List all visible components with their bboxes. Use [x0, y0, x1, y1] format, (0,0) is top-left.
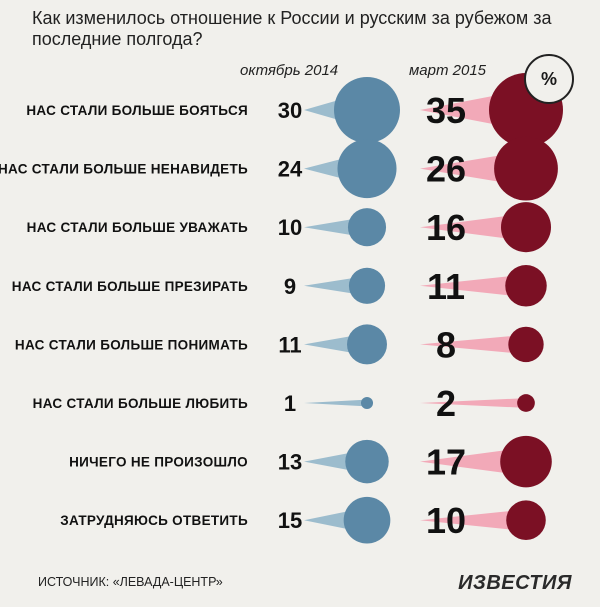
bubble-march-2015	[494, 136, 558, 201]
bubble-october-2014	[347, 208, 387, 247]
izvestia-logo: ИЗВЕСТИЯ	[458, 572, 572, 594]
chart-title: Как изменилось отношение к России и русс…	[32, 8, 552, 49]
tail-march-2015	[420, 447, 526, 476]
tail-march-2015	[420, 274, 526, 298]
row-label: НАС СТАЛИ БОЛЬШЕ ПРЕЗИРАТЬ	[12, 279, 248, 294]
value-march-2015: 8	[436, 324, 456, 365]
bubble-october-2014	[345, 439, 389, 484]
row-label: НАС СТАЛИ БОЛЬШЕ БОЯТЬСЯ	[26, 103, 248, 118]
bubble-march-2015	[506, 500, 546, 540]
value-october-2014: 11	[278, 332, 301, 357]
row-label: НАС СТАЛИ БОЛЬШЕ ПОНИМАТЬ	[15, 337, 248, 352]
bubble-october-2014	[337, 139, 397, 199]
tail-march-2015	[420, 213, 526, 241]
bubble-march-2015	[500, 202, 552, 253]
row-label: НИЧЕГО НЕ ПРОИЗОШЛО	[69, 455, 248, 470]
value-march-2015: 17	[426, 442, 466, 483]
bubble-october-2014	[348, 267, 386, 304]
row-label: НАС СТАЛИ БОЛЬШЕ НЕНАВИДЕТЬ	[0, 162, 248, 177]
tail-march-2015	[420, 334, 526, 355]
bubble-october-2014	[360, 396, 374, 410]
percent-badge: %	[524, 54, 574, 104]
column-header-october-2014: октябрь 2014	[240, 62, 339, 79]
bubble-march-2015	[517, 394, 535, 412]
tail-march-2015	[420, 509, 526, 532]
bubble-march-2015	[508, 326, 544, 363]
value-march-2015: 10	[426, 500, 466, 541]
value-march-2015: 35	[426, 90, 466, 131]
row-label: НАС СТАЛИ БОЛЬШЕ ЛЮБИТЬ	[33, 396, 248, 411]
value-october-2014: 9	[284, 274, 296, 299]
value-october-2014: 30	[278, 98, 302, 123]
value-march-2015: 16	[426, 207, 466, 248]
value-october-2014: 1	[284, 391, 296, 416]
row-label: ЗАТРУДНЯЮСЬ ОТВЕТИТЬ	[60, 513, 248, 528]
bubble-march-2015	[500, 435, 552, 488]
value-october-2014: 24	[278, 157, 303, 182]
value-march-2015: 2	[436, 383, 456, 424]
value-march-2015: 26	[426, 149, 466, 190]
value-october-2014: 15	[278, 508, 302, 533]
column-header-march-2015: март 2015	[409, 62, 486, 79]
value-october-2014: 10	[278, 215, 302, 240]
row-label: НАС СТАЛИ БОЛЬШЕ УВАЖАТЬ	[27, 220, 248, 235]
bubble-october-2014	[343, 496, 391, 544]
value-march-2015: 11	[427, 266, 465, 307]
source-note: ИСТОЧНИК: «ЛЕВАДА-ЦЕНТР»	[38, 575, 223, 589]
bubble-october-2014	[334, 77, 400, 143]
value-october-2014: 13	[278, 450, 302, 475]
tail-october-2014	[304, 399, 367, 407]
bubble-october-2014	[347, 324, 387, 365]
tail-march-2015	[420, 398, 526, 408]
bubble-march-2015	[505, 265, 547, 307]
